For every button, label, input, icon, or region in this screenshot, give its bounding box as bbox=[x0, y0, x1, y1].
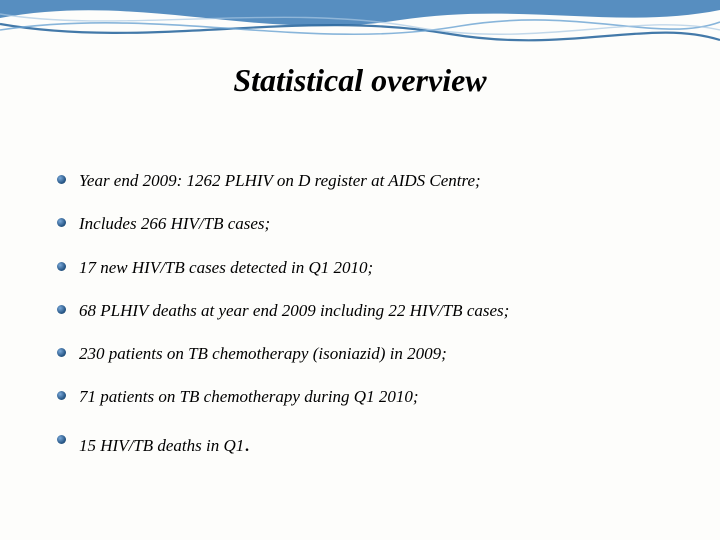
content-area: Year end 2009: 1262 PLHIV on D register … bbox=[55, 170, 680, 479]
list-item: 230 patients on TB chemotherapy (isoniaz… bbox=[55, 343, 680, 364]
slide: Statistical overview Year end 2009: 1262… bbox=[0, 0, 720, 540]
slide-title: Statistical overview bbox=[0, 62, 720, 99]
list-item: Year end 2009: 1262 PLHIV on D register … bbox=[55, 170, 680, 191]
list-item: Includes 266 HIV/TB cases; bbox=[55, 213, 680, 234]
bullet-list: Year end 2009: 1262 PLHIV on D register … bbox=[55, 170, 680, 457]
list-item: 71 patients on TB chemotherapy during Q1… bbox=[55, 386, 680, 407]
list-item: 15 HIV/TB deaths in Q1. bbox=[55, 430, 680, 458]
list-item: 68 PLHIV deaths at year end 2009 includi… bbox=[55, 300, 680, 321]
list-item: 17 new HIV/TB cases detected in Q1 2010; bbox=[55, 257, 680, 278]
